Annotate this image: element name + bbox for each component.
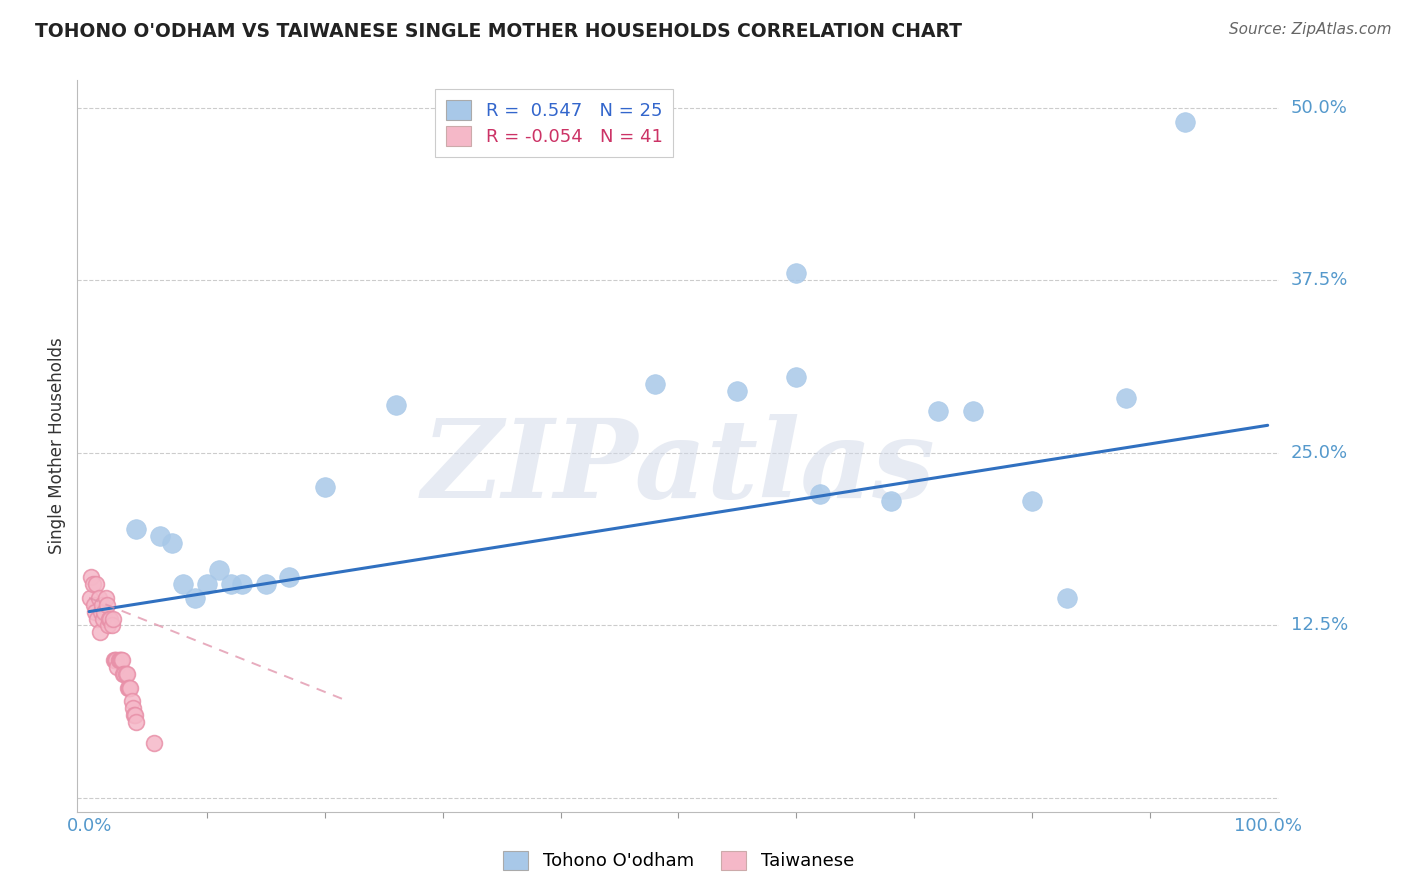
Text: ZIPatlas: ZIPatlas (422, 414, 935, 522)
Point (644, 376, 666, 391)
Point (114, 666, 136, 681)
Point (117, 681, 139, 695)
Point (195, 577, 218, 591)
Point (254, 577, 277, 591)
Point (121, 701, 143, 715)
Point (87, 591, 110, 605)
Point (83, 598, 105, 612)
Text: Source: ZipAtlas.com: Source: ZipAtlas.com (1229, 22, 1392, 37)
Point (1115, 391, 1137, 405)
Point (124, 708, 146, 723)
Point (1021, 494, 1043, 508)
Point (962, 404, 984, 418)
Point (149, 529, 172, 543)
Point (785, 370, 807, 384)
Point (118, 681, 141, 695)
Legend: Tohono O'odham, Taiwanese: Tohono O'odham, Taiwanese (494, 841, 863, 880)
Point (115, 666, 138, 681)
Point (785, 267, 807, 281)
Text: TOHONO O'ODHAM VS TAIWANESE SINGLE MOTHER HOUSEHOLDS CORRELATION CHART: TOHONO O'ODHAM VS TAIWANESE SINGLE MOTHE… (35, 22, 962, 41)
Point (122, 708, 145, 723)
Point (89, 625, 111, 640)
Point (107, 653, 129, 667)
Point (114, 666, 136, 681)
Point (96, 598, 118, 612)
Point (100, 618, 122, 632)
Point (110, 653, 132, 667)
Point (84, 577, 107, 591)
Point (927, 404, 949, 418)
Point (184, 591, 207, 605)
Point (172, 577, 194, 591)
Point (1174, 114, 1197, 128)
Point (725, 384, 748, 398)
Point (104, 653, 127, 667)
Point (278, 570, 301, 584)
Text: 25.0%: 25.0% (1291, 444, 1348, 462)
Point (79, 591, 101, 605)
Point (314, 480, 336, 494)
Text: 37.5%: 37.5% (1291, 271, 1348, 289)
Point (125, 714, 148, 729)
Point (208, 563, 231, 577)
Point (86, 611, 108, 625)
Point (91, 611, 114, 625)
Text: 12.5%: 12.5% (1291, 616, 1348, 634)
Point (384, 398, 406, 412)
Point (84, 605, 107, 619)
Point (98, 611, 121, 625)
Point (101, 611, 124, 625)
Point (105, 653, 128, 667)
Point (231, 577, 253, 591)
Point (160, 535, 183, 549)
Point (142, 736, 165, 750)
Point (91, 598, 114, 612)
Y-axis label: Single Mother Households: Single Mother Households (48, 338, 66, 554)
Point (93, 605, 115, 619)
Point (103, 653, 125, 667)
Point (107, 660, 129, 674)
Point (219, 577, 242, 591)
Point (125, 522, 148, 536)
Point (82, 577, 104, 591)
Point (111, 653, 134, 667)
Point (121, 694, 143, 708)
Point (1056, 591, 1078, 605)
Point (98, 611, 121, 625)
Point (94, 591, 117, 605)
Point (808, 487, 831, 501)
Point (120, 681, 142, 695)
Point (90, 605, 112, 619)
Point (97, 618, 120, 632)
Point (879, 494, 901, 508)
Point (108, 653, 131, 667)
Point (80, 570, 103, 584)
Point (112, 666, 135, 681)
Text: 50.0%: 50.0% (1291, 99, 1347, 117)
